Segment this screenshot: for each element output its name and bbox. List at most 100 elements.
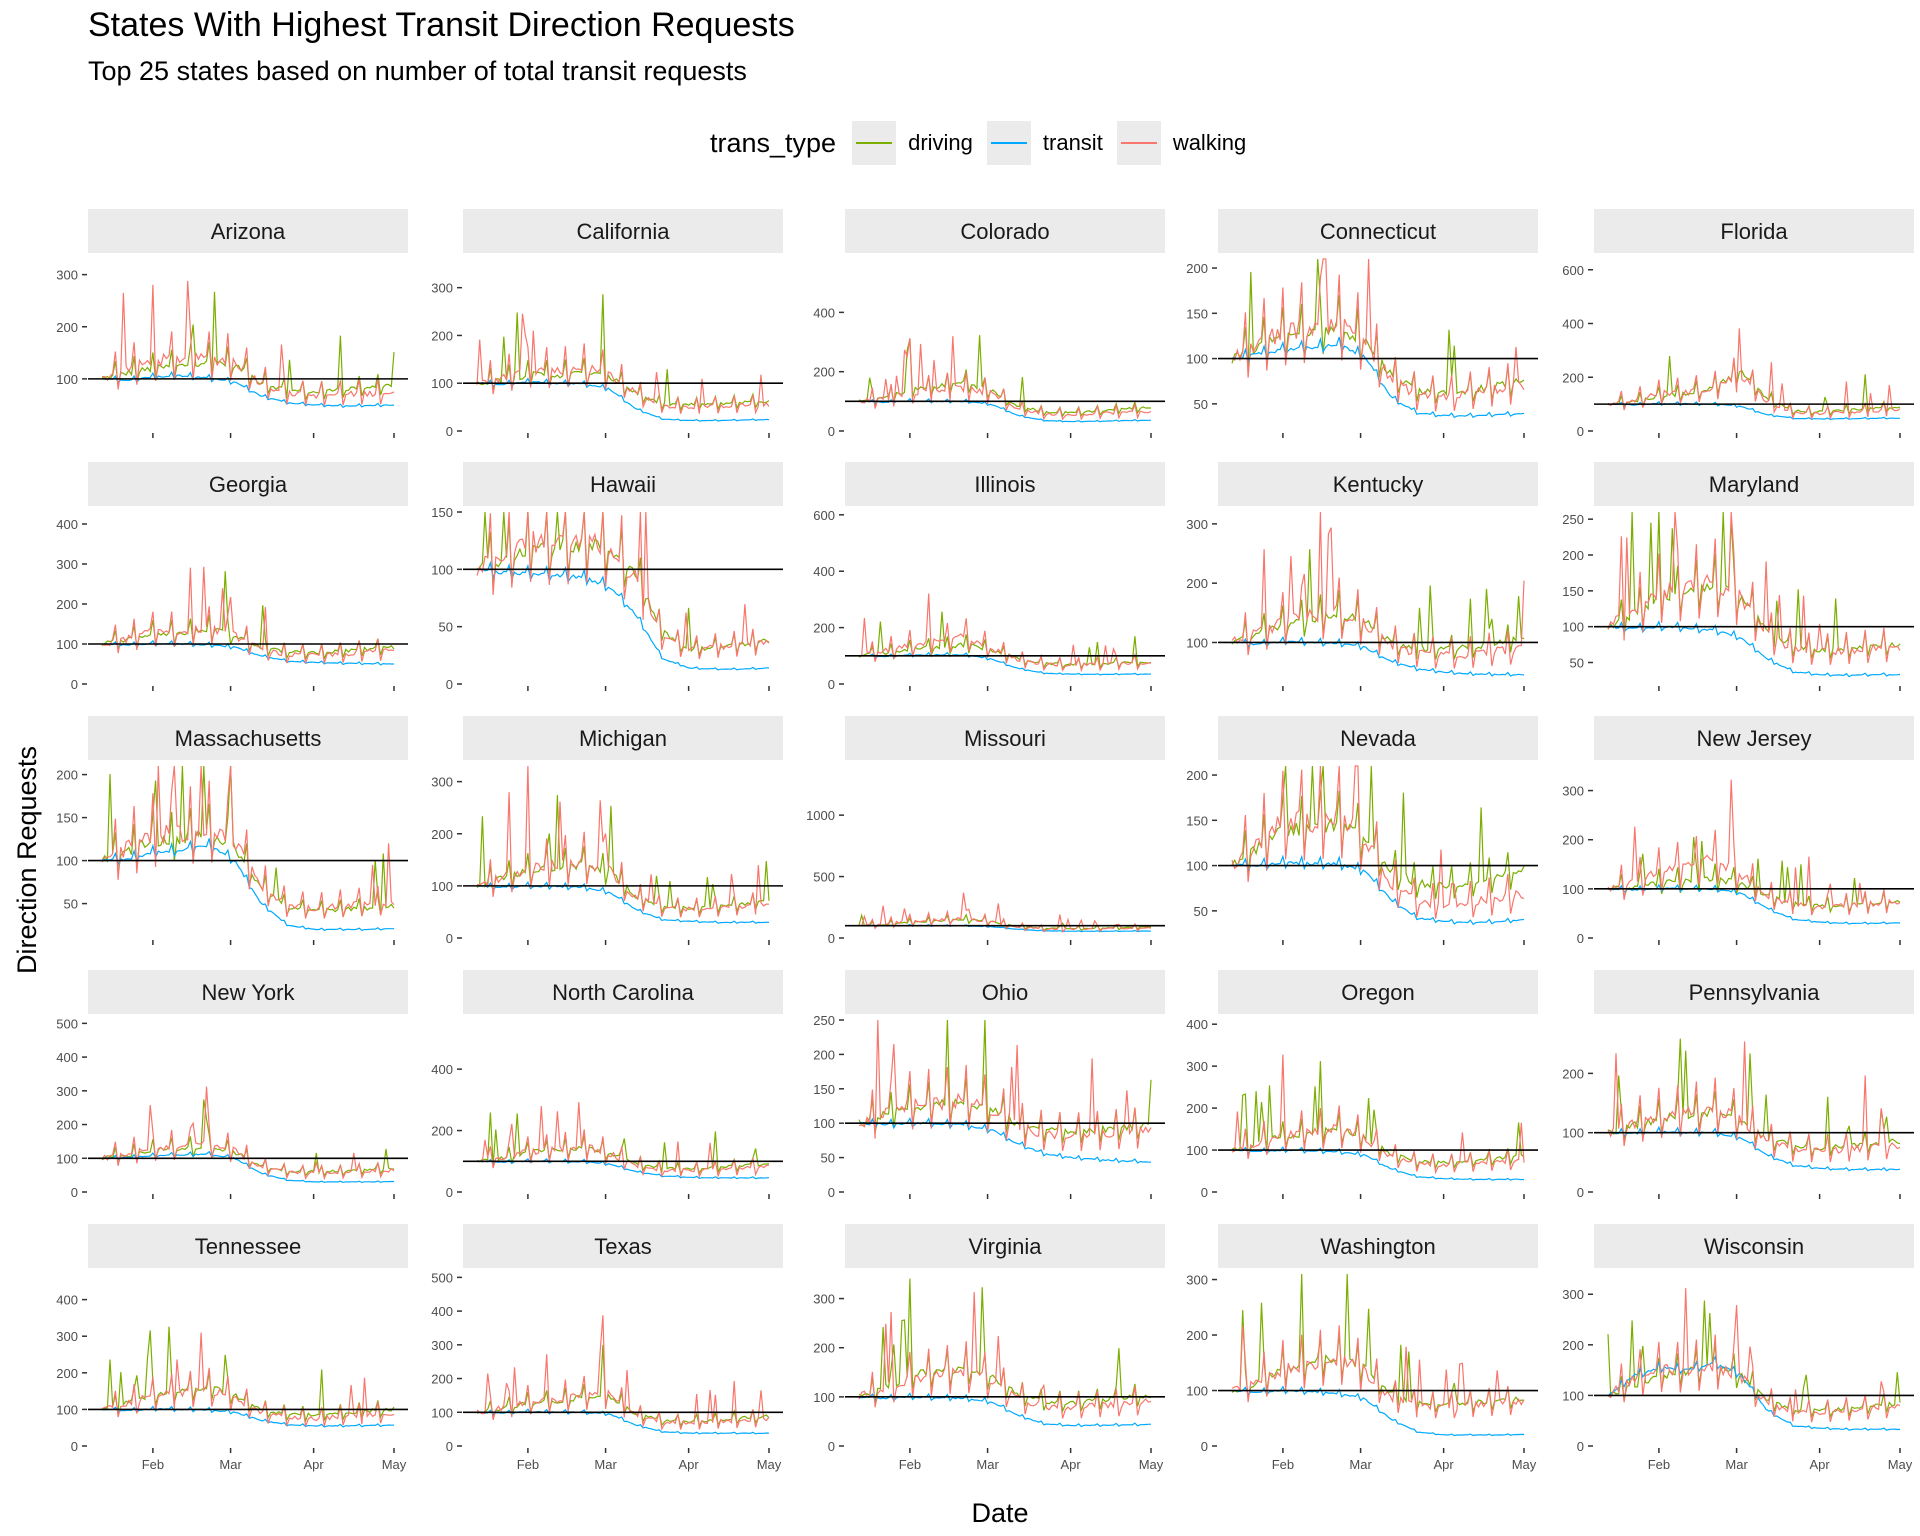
- y-tick-label: 200: [431, 328, 453, 343]
- panel-georgia: Georgia 0 100 200 300 400: [56, 462, 408, 692]
- facet-label: Illinois: [974, 472, 1035, 497]
- x-tick-label: Mar: [1725, 1457, 1748, 1472]
- series-line-walking: [1607, 1288, 1901, 1423]
- y-tick-label: 300: [56, 557, 78, 572]
- y-tick-label: 100: [1562, 1126, 1584, 1141]
- y-tick-label: 300: [56, 268, 78, 283]
- legend: trans_type driving transit walking: [710, 118, 1260, 168]
- series-line-driving: [1231, 765, 1525, 900]
- facet-strip: [463, 970, 783, 1014]
- y-tick-label: 50: [1194, 904, 1208, 919]
- y-tick-label: 200: [813, 365, 835, 380]
- series-line-driving: [1231, 258, 1525, 404]
- facet-label: Colorado: [960, 219, 1049, 244]
- y-tick-label: 200: [56, 1366, 78, 1381]
- y-tick-label: 200: [1562, 370, 1584, 385]
- x-tick-label: Feb: [1648, 1457, 1670, 1472]
- y-tick-label: 400: [1186, 1017, 1208, 1032]
- series-line-driving: [476, 511, 770, 657]
- facet-label: Texas: [594, 1234, 651, 1259]
- y-tick-label: 200: [1186, 1328, 1208, 1343]
- y-tick-label: 0: [71, 1439, 78, 1454]
- legend-item-walking: walking: [1116, 121, 1246, 165]
- panel-hawaii: Hawaii 0 50 100 150: [431, 462, 783, 692]
- y-tick-label: 300: [813, 1292, 835, 1307]
- facet-strip: [88, 462, 408, 506]
- y-tick-label: 200: [1562, 1338, 1584, 1353]
- facet-strip: [463, 462, 783, 506]
- y-tick-label: 0: [446, 931, 453, 946]
- series-line-walking: [1231, 511, 1525, 669]
- y-tick-label: 0: [828, 1439, 835, 1454]
- y-tick-label: 300: [1562, 784, 1584, 799]
- facet-strip: [1594, 1224, 1914, 1268]
- y-tick-label: 100: [1562, 1388, 1584, 1403]
- facet-label: Connecticut: [1320, 219, 1436, 244]
- series-line-walking: [858, 336, 1152, 421]
- x-axis-title: Date: [971, 1498, 1028, 1528]
- y-tick-label: 0: [446, 1185, 453, 1200]
- series-line-walking: [1231, 258, 1525, 412]
- y-tick-label: 400: [1562, 317, 1584, 332]
- y-tick-label: 0: [828, 677, 835, 692]
- facet-strip: [845, 970, 1165, 1014]
- panel-oregon: Oregon 0 100 200 300 400: [1186, 970, 1538, 1200]
- series-line-walking: [1607, 328, 1901, 421]
- series-line-driving: [1231, 1273, 1525, 1414]
- x-tick-label: Apr: [679, 1457, 700, 1472]
- series-line-walking: [101, 566, 395, 664]
- facet-strip: [1218, 1224, 1538, 1268]
- facet-strip: [1594, 209, 1914, 253]
- series-line-walking: [1231, 1325, 1525, 1419]
- x-tick-label: May: [1888, 1457, 1913, 1472]
- facet-label: Maryland: [1709, 472, 1799, 497]
- series-line-driving: [1607, 511, 1901, 659]
- chart-title: States With Highest Transit Direction Re…: [88, 6, 795, 44]
- series-line-transit: [476, 1158, 770, 1180]
- facet-label: Florida: [1720, 219, 1788, 244]
- series-line-transit: [858, 651, 1152, 676]
- y-tick-label: 50: [821, 1151, 835, 1166]
- x-tick-label: Apr: [1434, 1457, 1455, 1472]
- x-tick-label: May: [382, 1457, 407, 1472]
- y-tick-label: 100: [56, 854, 78, 869]
- series-line-transit: [1231, 854, 1525, 926]
- y-tick-label: 100: [1562, 620, 1584, 635]
- facet-strip: [1218, 462, 1538, 506]
- facet-strip: [1218, 970, 1538, 1014]
- y-tick-label: 100: [1186, 1143, 1208, 1158]
- y-tick-label: 300: [1186, 1273, 1208, 1288]
- legend-label-transit: transit: [1042, 130, 1103, 155]
- y-tick-label: 100: [56, 372, 78, 387]
- facet-label: Kentucky: [1333, 472, 1424, 497]
- series-line-walking: [476, 1102, 770, 1179]
- series-line-transit: [859, 1392, 1152, 1428]
- y-tick-label: 400: [813, 564, 835, 579]
- y-tick-label: 100: [1562, 882, 1584, 897]
- series-line-driving: [101, 1099, 395, 1178]
- y-tick-label: 0: [446, 677, 453, 692]
- facet-label: California: [577, 219, 671, 244]
- y-tick-label: 100: [431, 376, 453, 391]
- facet-strip: [463, 716, 783, 760]
- facet-label: Michigan: [579, 726, 667, 751]
- y-tick-label: 200: [1562, 833, 1584, 848]
- series-line-walking: [101, 280, 395, 406]
- facet-strip: [88, 209, 408, 253]
- panel-kentucky: Kentucky 100 200 300: [1186, 462, 1538, 691]
- panel-texas: Texas 0 100 200 300 400 500 Feb Mar Apr May: [431, 1224, 783, 1472]
- y-tick-label: 300: [1562, 1287, 1584, 1302]
- series-line-transit: [858, 1116, 1152, 1164]
- series-line-walking: [476, 1315, 770, 1431]
- y-tick-label: 200: [1186, 261, 1208, 276]
- facet-label: Missouri: [964, 726, 1046, 751]
- y-tick-label: 100: [1186, 1384, 1208, 1399]
- y-tick-label: 150: [56, 811, 78, 826]
- y-tick-label: 400: [56, 1293, 78, 1308]
- y-tick-label: 0: [828, 931, 835, 946]
- facet-strip: [88, 716, 408, 760]
- panel-michigan: Michigan 0 100 200 300: [431, 716, 783, 946]
- y-tick-label: 200: [1186, 768, 1208, 783]
- panel-arizona: Arizona 100 200 300: [56, 209, 408, 438]
- panel-new-jersey: New Jersey 0 100 200 300: [1562, 716, 1914, 946]
